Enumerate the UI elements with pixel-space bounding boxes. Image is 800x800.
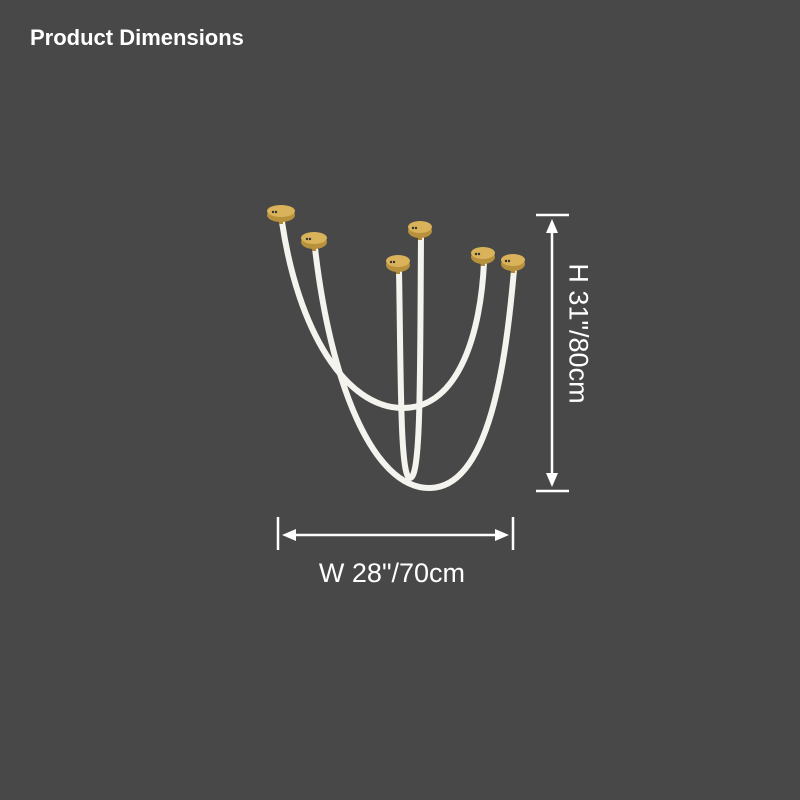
canopy — [386, 255, 410, 274]
page-title: Product Dimensions — [30, 25, 244, 50]
canopy — [408, 221, 432, 240]
height-dimension-arrow — [536, 213, 569, 493]
width-label: W 28"/70cm — [318, 558, 466, 588]
canopy — [471, 247, 495, 266]
canopy — [267, 205, 295, 224]
canopy — [301, 232, 327, 251]
canopy — [501, 254, 525, 273]
width-dimension-arrow — [276, 517, 515, 550]
height-label: H 31"/80cm — [563, 263, 594, 404]
canopies — [267, 205, 525, 274]
tube-2 — [312, 245, 517, 492]
tube-3 — [396, 233, 424, 482]
